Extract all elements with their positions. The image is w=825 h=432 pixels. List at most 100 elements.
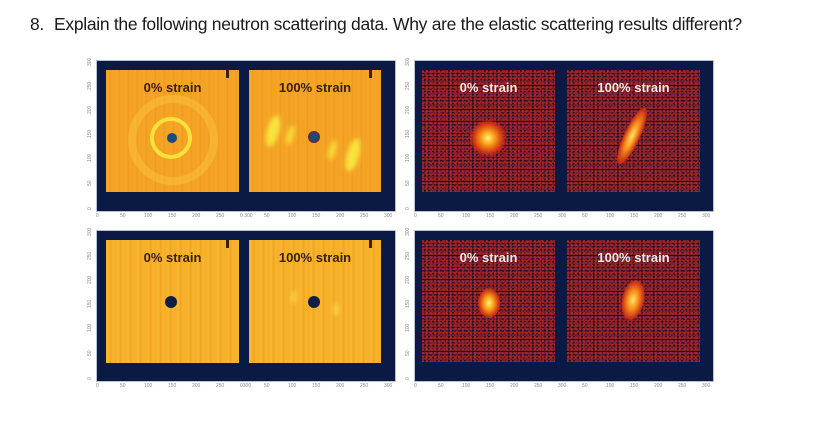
x-tick-label: 300 (702, 213, 711, 219)
y-tick-label: 100 (87, 153, 93, 162)
y-tick-label: 150 (405, 299, 411, 308)
y-tick-label: 250 (87, 81, 93, 90)
panel-0-strain: 0% strain (422, 240, 555, 362)
x-tick-label: 50 (120, 213, 126, 219)
x-tick-label: 150 (630, 213, 639, 219)
panel-label: 0% strain (143, 250, 202, 265)
panel-0-strain: 0% strain (106, 240, 239, 363)
y-tick-label: 150 (87, 129, 93, 138)
x-tick-label: 200 (654, 213, 663, 219)
y-tick-label: 0 (405, 207, 411, 210)
arc-right-outer (342, 137, 364, 173)
x-tick-label: 250 (360, 213, 369, 219)
x-tick-label: 150 (168, 213, 177, 219)
x-tick-label: 50 (438, 383, 444, 389)
question-number: 8. (30, 14, 44, 34)
beamstop-tick (226, 70, 229, 78)
y-tick-label: 300 (87, 57, 93, 66)
y-tick-label: 250 (405, 81, 411, 90)
x-tick-label: 50 (264, 383, 270, 389)
faint-arc-right (333, 302, 339, 316)
x-tick-label: 50 (120, 383, 126, 389)
x-tick-label: 150 (486, 213, 495, 219)
central-spot (478, 288, 500, 318)
x-tick-label: 100 (606, 213, 615, 219)
panel-100-strain: 100% strain (249, 240, 381, 363)
y-tick-label: 250 (87, 251, 93, 260)
x-tick-label: 150 (630, 383, 639, 389)
arc-left-inner (284, 124, 297, 146)
figure-bottom-left: 0% strain 100% strain (86, 228, 406, 388)
elongated-streak (611, 104, 653, 168)
x-tick-label: 250 (678, 213, 687, 219)
figure-bottom-right: 0% strain 100% strain (410, 228, 722, 388)
y-tick-label: 300 (405, 57, 411, 66)
x-tick-label: 0 (414, 383, 417, 389)
panel-label: 100% strain (597, 250, 670, 265)
faint-arc-left (291, 290, 297, 304)
x-tick-label: 50 (582, 213, 588, 219)
beamstop (167, 133, 177, 143)
x-tick-label: 150 (486, 383, 495, 389)
x-tick-label: 100 (144, 213, 153, 219)
y-tick-label: 250 (405, 251, 411, 260)
y-tick-label: 0 (87, 377, 93, 380)
y-tick-label: 100 (405, 153, 411, 162)
y-tick-label: 200 (405, 275, 411, 284)
arc-left-outer (263, 113, 283, 149)
x-tick-label: 100 (606, 383, 615, 389)
elongated-spot (618, 278, 648, 322)
y-tick-label: 200 (87, 275, 93, 284)
x-tick-label: 150 (168, 383, 177, 389)
y-tick-label: 150 (405, 129, 411, 138)
question-body: Explain the following neutron scattering… (54, 14, 742, 34)
arc-right-inner (326, 139, 339, 161)
figure-top-left: 0% strain 100% strain (86, 58, 406, 218)
panel-label: 100% strain (278, 250, 352, 265)
x-tick-label: 100 (144, 383, 153, 389)
y-tick-label: 0 (87, 207, 93, 210)
y-tick-label: 50 (405, 350, 411, 356)
x-tick-label: 300 (558, 383, 567, 389)
panel-0-strain: 0% strain (106, 70, 239, 192)
question-text: 8. Explain the following neutron scatteri… (30, 14, 742, 35)
x-tick-label: 100 (462, 213, 471, 219)
x-tick-label: 300 (384, 383, 393, 389)
x-tick-label: 0 300 (240, 213, 253, 219)
beamstop (308, 296, 320, 308)
beamstop (165, 296, 177, 308)
x-tick-label: 200 (192, 213, 201, 219)
x-tick-label: 300 (384, 213, 393, 219)
beamstop-tick (226, 240, 229, 248)
x-tick-label: 300 (558, 213, 567, 219)
panel-label: 0% strain (143, 80, 202, 95)
y-tick-label: 100 (87, 323, 93, 332)
y-tick-label: 300 (405, 227, 411, 236)
x-tick-label: 100 (288, 383, 297, 389)
x-tick-label: 0 (96, 383, 99, 389)
panel-100-strain: 100% strain (567, 240, 700, 362)
y-tick-label: 0 (405, 377, 411, 380)
panel-label: 100% strain (278, 80, 352, 95)
inner-ring (150, 117, 192, 159)
x-tick-label: 200 (654, 383, 663, 389)
x-tick-label: 200 (336, 383, 345, 389)
y-tick-label: 200 (87, 105, 93, 114)
x-tick-label: 250 (534, 383, 543, 389)
central-spot (470, 120, 506, 156)
x-tick-label: 50 (264, 213, 270, 219)
figure-top-right: 0% strain 100% strain (410, 58, 722, 218)
panel-100-strain: 100% strain (249, 70, 381, 192)
panel-label: 100% strain (597, 80, 670, 95)
x-tick-label: 100 (462, 383, 471, 389)
x-tick-label: 250 (360, 383, 369, 389)
y-tick-label: 150 (87, 299, 93, 308)
x-tick-label: 250 (216, 213, 225, 219)
x-tick-label: 150 (312, 213, 321, 219)
x-tick-label: 50 (438, 213, 444, 219)
x-tick-label: 150 (312, 383, 321, 389)
y-tick-label: 50 (87, 180, 93, 186)
x-tick-label: 50 (582, 383, 588, 389)
x-tick-label: 0300 (240, 383, 252, 389)
y-tick-label: 50 (405, 180, 411, 186)
